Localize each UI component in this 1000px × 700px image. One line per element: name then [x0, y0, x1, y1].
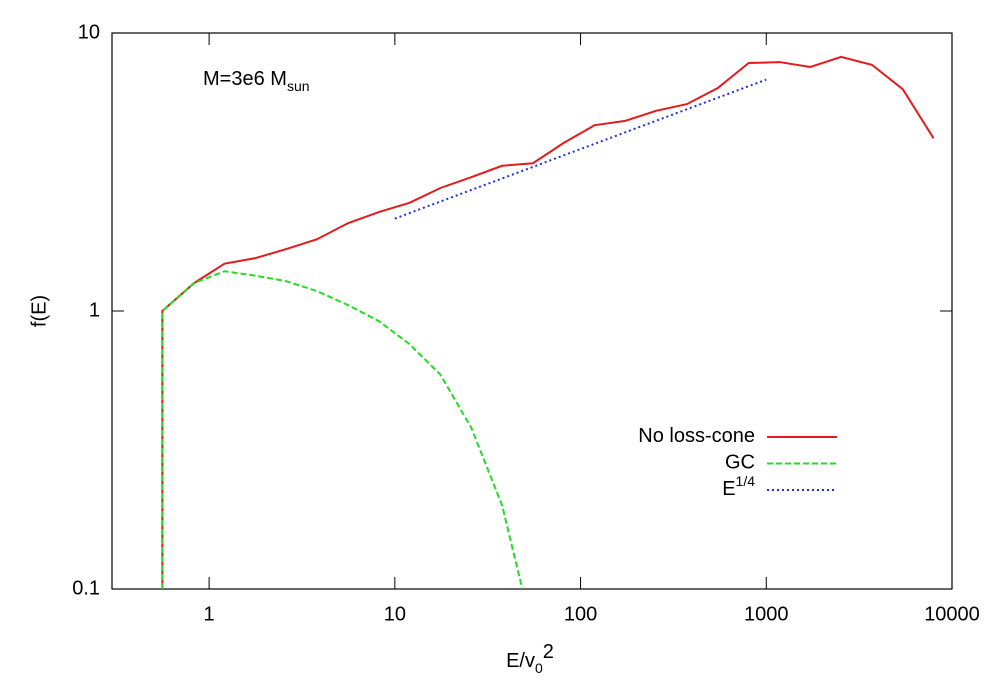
legend-label-text: GC: [725, 452, 755, 474]
y-tick-label: 10: [78, 21, 100, 43]
y-tick-label: 0.1: [72, 577, 100, 599]
annotation-subscript: sun: [287, 78, 310, 94]
x-axis-label: E/v02: [506, 641, 554, 675]
legend-label-text: No loss-cone: [638, 425, 755, 447]
plot-frame: [111, 32, 953, 590]
series-line: [394, 78, 767, 220]
annotation: M=3e6 Msun: [203, 68, 310, 93]
y-tick-label: 1: [89, 299, 100, 321]
series-line: [161, 270, 524, 589]
x-label-text: E/v: [506, 650, 535, 672]
x-label-subscript: 0: [535, 660, 543, 676]
x-tick-label: 10: [384, 603, 406, 625]
legend-label-text: E: [722, 478, 735, 500]
x-tick-label: 100: [564, 603, 597, 625]
legend-label: E1/4: [722, 473, 755, 501]
x-label-superscript: 2: [543, 641, 554, 663]
annotation-text: M=3e6 M: [203, 68, 287, 90]
x-tick-label: 1000: [744, 603, 789, 625]
legend-label: GC: [725, 452, 755, 474]
legend-label-superscript: 1/4: [736, 473, 756, 489]
legend-label: No loss-cone: [638, 425, 755, 447]
series-line: [161, 55, 935, 589]
y-axis-label: f(E): [28, 295, 50, 327]
x-tick-label: 1: [204, 603, 215, 625]
x-tick-label: 10000: [924, 603, 980, 625]
